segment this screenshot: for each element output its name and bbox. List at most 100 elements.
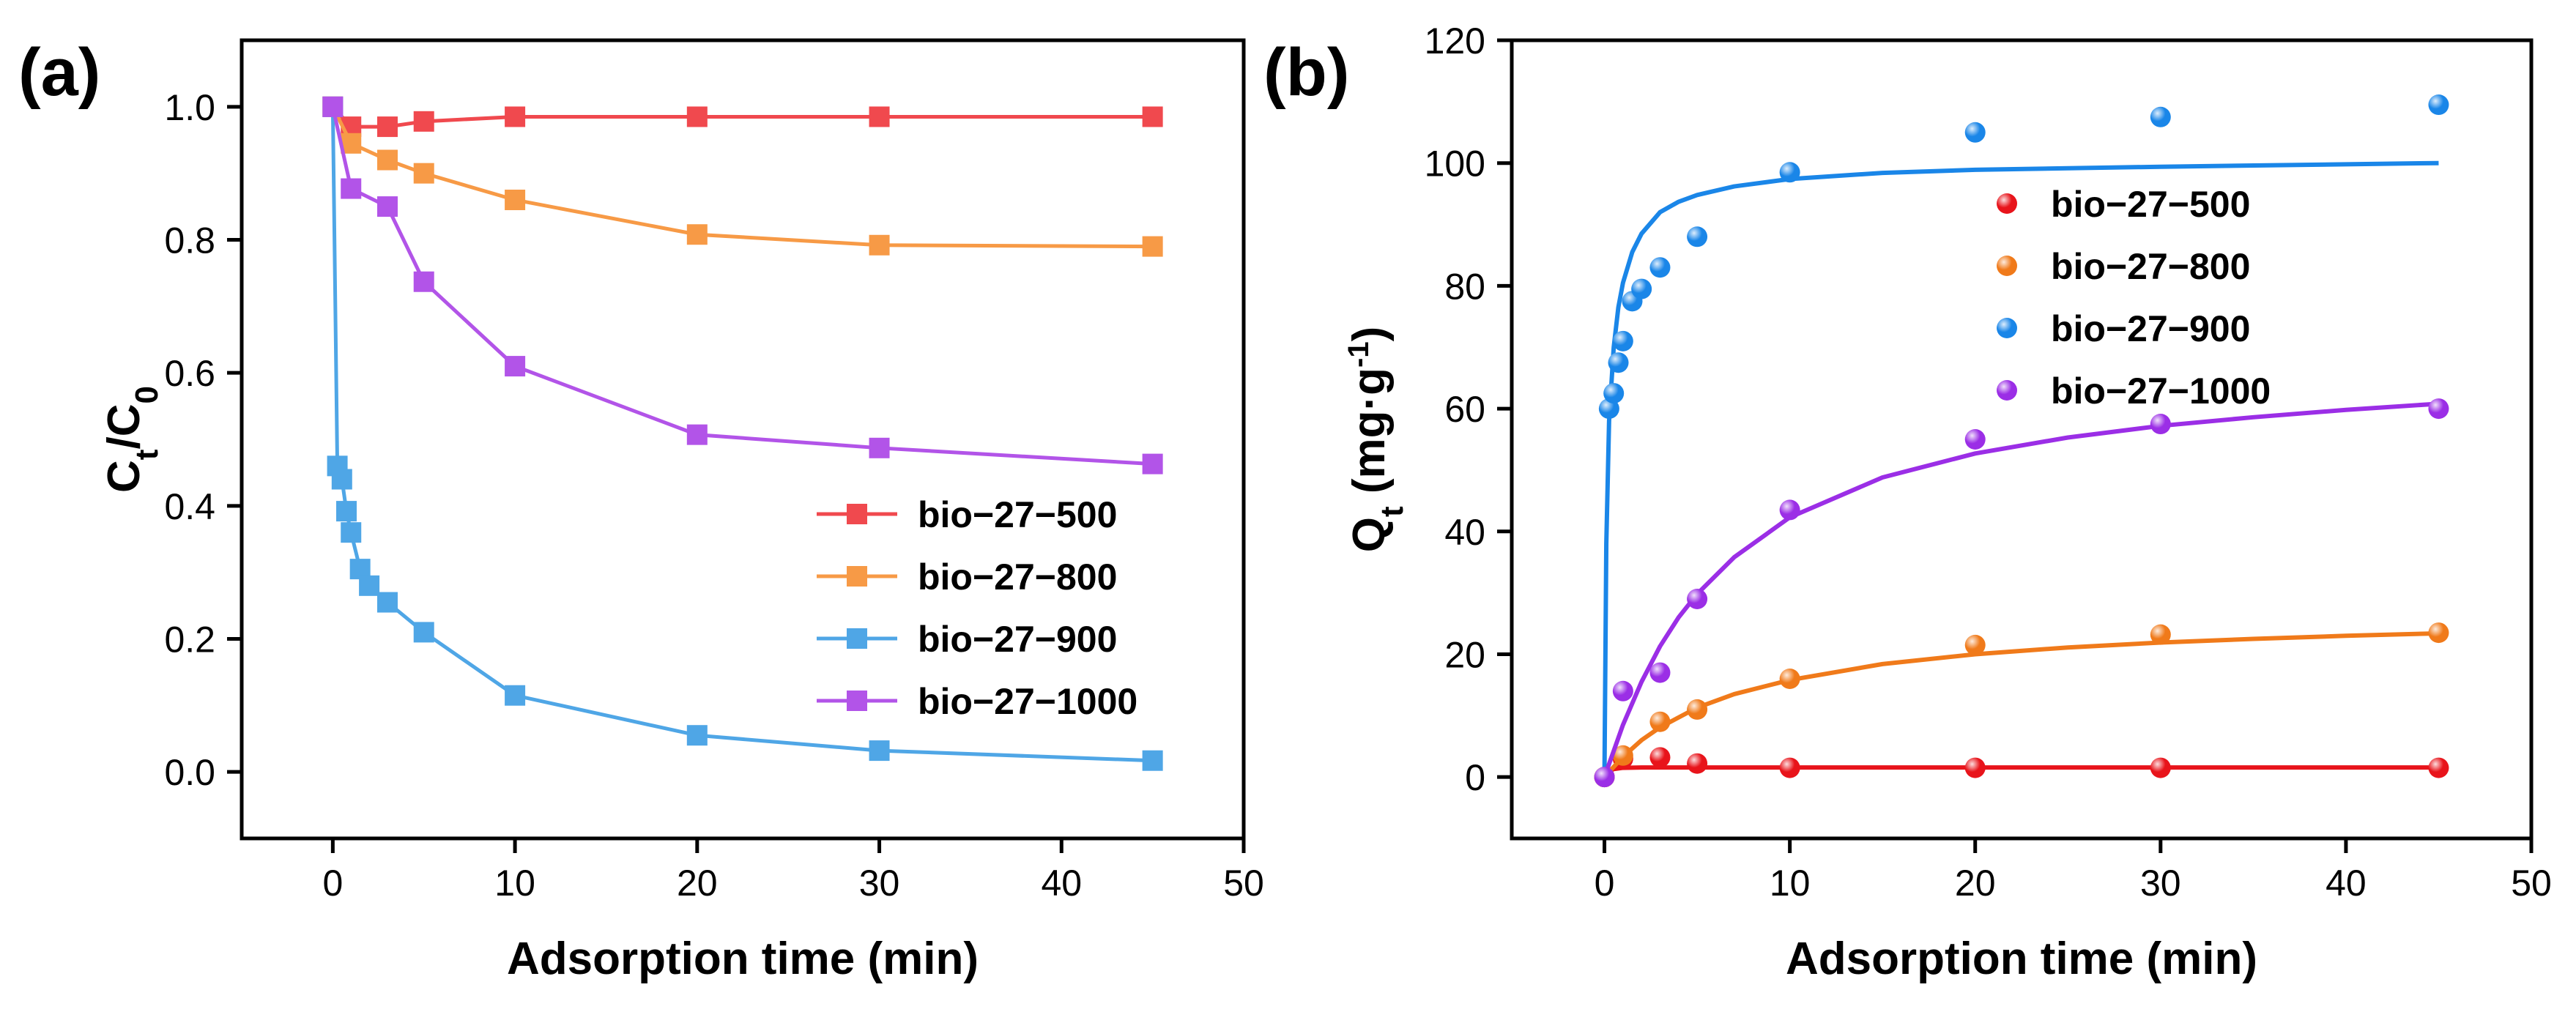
data-point (413, 271, 434, 292)
data-point (1612, 680, 1633, 701)
data-point (359, 575, 380, 596)
data-point (686, 725, 708, 746)
legend-label: bio−27−500 (918, 494, 1117, 535)
y-tick-label: 80 (1444, 266, 1485, 307)
data-point (869, 234, 890, 256)
x-tick-label: 50 (1223, 863, 1264, 904)
fit-curve (1602, 401, 2439, 778)
legend-item: bio−27−900 (1997, 308, 2250, 349)
series-line (331, 105, 1153, 249)
plot-frame (1510, 38, 2534, 841)
legend: bio−27−500 bio−27−800 bio−27−900 bio−27−100… (817, 494, 1137, 722)
data-point (1964, 429, 1986, 450)
data-point (1687, 589, 1708, 609)
y-axis-title-part: C (99, 460, 149, 493)
y-axis-title-part: ) (1344, 327, 1395, 342)
y-axis-title-part: t (129, 449, 165, 460)
y-tick-label: 0.0 (164, 752, 215, 793)
data-point (1142, 236, 1163, 257)
legend-marker (847, 504, 867, 524)
data-point (505, 106, 526, 127)
data-point (1649, 747, 1671, 768)
legend-item: bio−27−800 (817, 557, 1117, 598)
data-point (1779, 499, 1800, 521)
y-axis-title-part: Q (1344, 517, 1395, 552)
x-tick-label: 30 (859, 863, 900, 904)
legend-label: bio−27−1000 (918, 681, 1137, 722)
data-point (341, 178, 362, 199)
data-point (1142, 106, 1163, 127)
y-axis-title: Ct/C0 (99, 386, 165, 493)
data-point (2428, 622, 2449, 644)
legend-item: bio−27−800 (1997, 246, 2250, 287)
data-point (1649, 257, 1671, 278)
data-point (686, 106, 708, 127)
data-point (2150, 414, 2171, 435)
data-point (331, 469, 352, 490)
legend-marker (847, 566, 867, 587)
y-tick-label: 0 (1465, 757, 1485, 798)
legend-label: bio−27−800 (2051, 246, 2250, 287)
series-line (330, 106, 1153, 763)
y-axis-title: Qt (mg·g-1) (1343, 327, 1410, 553)
panel-b: 0 10 20 30 40 50 0 20 40 60 80 100 120 (b) Adsorption … (1263, 21, 2552, 984)
y-axis-title-part: 0 (129, 386, 165, 403)
data-point (2428, 94, 2449, 116)
data-point (686, 224, 708, 245)
x-tick-label: 50 (2511, 863, 2552, 904)
legend-item: bio−27−1000 (1997, 371, 2271, 412)
data-point (1687, 753, 1708, 774)
data-point (1687, 226, 1708, 247)
legend-item: bio−27−900 (817, 619, 1117, 660)
data-point (1687, 699, 1708, 720)
data-point (1142, 750, 1163, 771)
y-tick-label: 60 (1444, 389, 1485, 430)
y-tick-label: 40 (1444, 512, 1485, 553)
fit-curve (1603, 765, 2439, 779)
data-point (376, 196, 398, 217)
y-axis-title-part: (mg·g (1344, 368, 1395, 506)
legend-marker (847, 691, 867, 711)
plot-frame (240, 38, 1246, 841)
data-point (505, 190, 526, 210)
data-point (869, 740, 890, 762)
legend-marker (1997, 380, 2017, 401)
x-tick-label: 40 (1041, 863, 1082, 904)
legend-marker (847, 628, 867, 649)
x-tick-label: 0 (1595, 863, 1615, 904)
data-point (1779, 162, 1800, 183)
data-point (322, 96, 344, 117)
x-tick-label: 20 (677, 863, 718, 904)
x-tick-label: 0 (322, 863, 343, 904)
legend-label: bio−27−500 (2051, 184, 2250, 225)
data-point (376, 149, 398, 171)
legend-marker (1997, 256, 2017, 276)
data-point (1608, 352, 1629, 373)
y-tick-label: 0.4 (164, 486, 215, 527)
legend-label: bio−27−900 (918, 619, 1117, 660)
legend-label: bio−27−1000 (2051, 371, 2271, 412)
series-line (331, 105, 1153, 129)
data-point (1612, 330, 1633, 351)
panel-label: (a) (18, 35, 100, 110)
data-point (869, 106, 890, 127)
x-tick-label: 10 (494, 863, 535, 904)
y-tick-label: 0.6 (164, 353, 215, 394)
data-point (1649, 662, 1671, 683)
y-axis-title-part: /C (99, 404, 149, 450)
fit-curve (1603, 630, 2439, 779)
data-point (1964, 122, 1986, 143)
legend-item: bio−27−500 (1997, 184, 2250, 225)
data-point (376, 592, 398, 613)
data-point (505, 685, 526, 706)
y-axis-title-part: t (1374, 506, 1410, 517)
y-tick-label: 0.8 (164, 220, 215, 261)
data-point (1612, 745, 1633, 766)
y-tick-label: 0.2 (164, 619, 215, 660)
data-point (2428, 398, 2449, 420)
data-point (341, 522, 362, 543)
data-point (1603, 383, 1625, 404)
data-point (413, 111, 434, 132)
data-point (1649, 711, 1671, 732)
data-point (686, 424, 708, 445)
